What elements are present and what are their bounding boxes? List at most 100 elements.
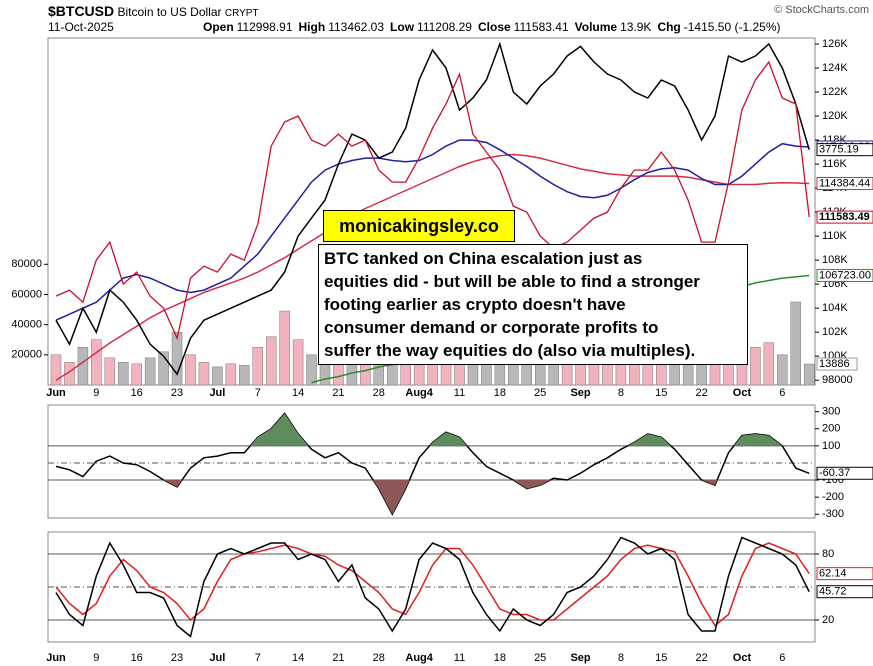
series-line [55, 139, 810, 321]
volume-bar [803, 363, 815, 385]
volume-bar [790, 301, 801, 385]
note-box: BTC tanked on China escalation just as eq… [318, 244, 748, 365]
end-label: 114384.44 [819, 177, 870, 189]
volume-bar [252, 347, 263, 385]
x-tick-label: 8 [618, 652, 624, 664]
volume-bar [750, 347, 761, 385]
quote-value: 112998.91 [236, 20, 293, 34]
quote-label: High [298, 20, 326, 34]
y-tick-label: 122K [822, 86, 848, 98]
note-line: consumer demand or corporate profits to [324, 318, 659, 337]
end-label: 106723.00 [819, 269, 871, 281]
end-label-box [816, 466, 873, 480]
volume-bar [171, 331, 183, 385]
x-tick-label: 9 [93, 652, 99, 664]
x-tick-label: 18 [494, 387, 506, 399]
instrument-name: Bitcoin to US Dollar [117, 5, 222, 19]
note-line: footing earlier as crypto doesn't have [324, 295, 626, 314]
end-label-box [816, 143, 873, 157]
series-line [55, 60, 810, 341]
x-tick-label: 11 [454, 652, 465, 664]
x-tick-label: 6 [779, 652, 785, 664]
x-tick-label: Jun [46, 387, 66, 399]
series-line [55, 153, 810, 381]
quote-value: 111208.29 [417, 20, 472, 34]
exchange: CRYPT [224, 8, 259, 19]
y-tick-label: 80 [822, 548, 834, 560]
volume-bar [64, 362, 75, 385]
volume-bar [265, 336, 277, 385]
volume-tick-label: 40000 [11, 319, 42, 331]
volume-bar [777, 354, 788, 385]
y-tick-label: 102K [822, 326, 848, 338]
volume-bar [279, 310, 290, 385]
title-row: $BTCUSD Bitcoin to US Dollar CRYPT [48, 3, 259, 19]
end-label: 111583.49 [819, 211, 870, 223]
volume-bar [144, 357, 156, 385]
volume-end-box [816, 357, 858, 371]
x-tick-label: 25 [534, 652, 546, 664]
note-line: equities did - but will be able to find … [324, 272, 700, 291]
y-tick-label: 104K [822, 302, 848, 314]
x-tick-label: Jul [209, 652, 225, 664]
end-label-box [816, 176, 873, 190]
x-tick-label: 14 [292, 387, 304, 399]
volume-bar [198, 362, 210, 385]
y-tick-label: 116K [822, 158, 848, 170]
volume-bar [212, 366, 223, 385]
end-label: 45.72 [819, 586, 847, 598]
volume-bar [104, 357, 116, 385]
quote-label: Low [390, 20, 415, 34]
end-label: 3775.19 [819, 144, 859, 156]
note-line: BTC tanked on China escalation just as [324, 249, 643, 268]
volume-bar [306, 354, 317, 385]
x-tick-label: 7 [255, 652, 261, 664]
y-tick-label: 120K [822, 110, 848, 122]
y-tick-label: 124K [822, 62, 848, 74]
site-label: monicakingsley.co [323, 210, 515, 242]
volume-bar [50, 354, 62, 385]
quote-value: 13.9K [620, 20, 652, 34]
positive-fill [250, 413, 783, 446]
x-tick-label: 14 [292, 652, 304, 664]
y-tick-label: -300 [822, 508, 844, 520]
panel-frame [47, 404, 816, 519]
x-tick-label: Sep [570, 387, 590, 399]
quote-value: 111583.41 [513, 20, 569, 34]
y-tick-label: 98000 [822, 374, 853, 386]
volume-bar [225, 363, 237, 385]
x-tick-label: 8 [618, 387, 624, 399]
x-tick-label: 15 [655, 387, 667, 399]
x-tick-label: 28 [373, 387, 385, 399]
volume-bar [239, 365, 250, 385]
x-tick-label: 21 [332, 387, 344, 399]
x-tick-label: Oct [733, 387, 752, 399]
y-tick-label: 200 [822, 423, 840, 435]
y-tick-label: 300 [822, 406, 840, 418]
quote-row: Open 112998.91 High 113462.03 Low 111208.29 Cl… [197, 20, 781, 34]
x-tick-label: 22 [695, 652, 707, 664]
x-tick-label: 28 [373, 652, 385, 664]
x-tick-label: 16 [131, 387, 143, 399]
quote-label: Chg [657, 20, 681, 34]
volume-bar [763, 342, 775, 385]
x-tick-label: Jul [209, 387, 225, 399]
x-tick-label: 22 [695, 387, 707, 399]
end-label-box [816, 268, 873, 282]
x-tick-label: 23 [171, 387, 183, 399]
end-label-box [816, 567, 873, 581]
volume-bar [642, 362, 654, 385]
x-tick-label: 16 [131, 652, 143, 664]
note-line: suffer the way equities do (also via mul… [324, 341, 696, 360]
series-line [55, 41, 810, 376]
x-tick-label: 21 [332, 652, 344, 664]
volume-bar [548, 362, 559, 385]
y-tick-label: 100 [822, 440, 840, 452]
volume-tick-label: 60000 [11, 288, 42, 300]
x-tick-label: 18 [494, 652, 506, 664]
quote-value: 113462.03 [328, 20, 385, 34]
date: 11-Oct-2025 [48, 20, 114, 34]
x-tick-label: 11 [454, 387, 465, 399]
volume-bar [292, 339, 304, 385]
